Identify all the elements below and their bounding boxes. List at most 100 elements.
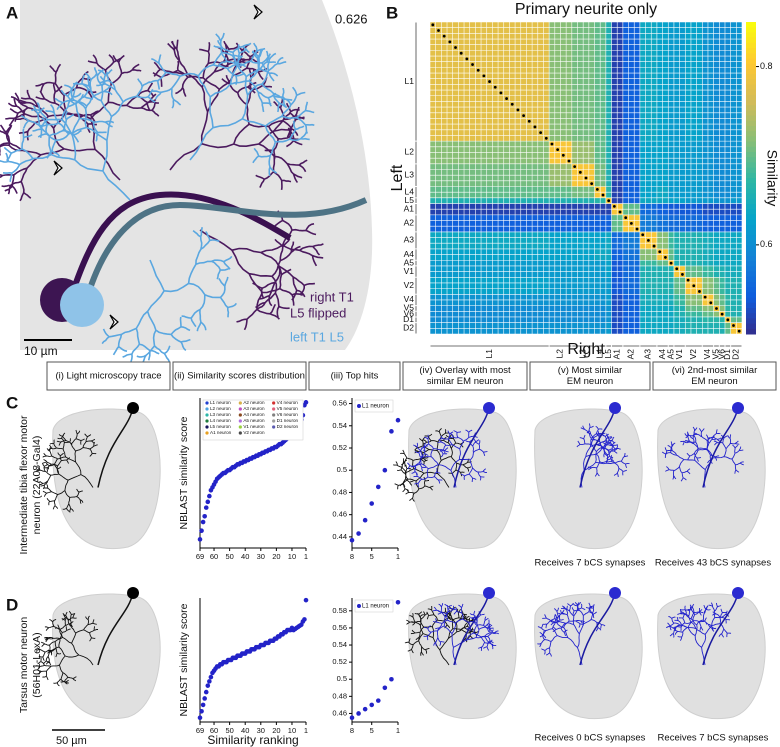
x-tick-label: 50 [225,726,233,735]
colorbar-segment [746,100,756,106]
diagonal-marker [459,51,463,55]
background-layer [0,4,766,720]
legend-label: L3 neuron [210,412,231,417]
colorbar-segment [746,178,756,184]
x-tick-label: 1 [396,726,400,735]
scale-bar-label: 10 µm [24,344,58,358]
soma [483,402,495,414]
y-tick-label: 0.54 [332,640,347,649]
heatmap-cell [622,277,640,295]
point [203,505,209,510]
y-tick-label: 0.56 [332,399,347,408]
heatmap-cell [668,311,674,317]
point [200,702,206,708]
heatmap-cell [622,316,640,323]
legend-marker [238,431,242,435]
chart-title: Primary neurite only [515,1,657,18]
diagonal-marker [431,23,435,27]
point [199,709,204,714]
x-group-label: V6 [716,349,726,360]
heatmap-cell [430,214,550,232]
row-label: Intermediate tibia flexor motor [18,415,30,554]
colorbar-segment [746,313,756,319]
diagonal-marker [686,278,690,282]
heatmap-cell [639,277,657,295]
tissue-outline [534,408,643,550]
legend-label: A5 neuron [243,418,265,423]
colorbar-segment [746,214,756,221]
heatmap-cell [685,305,703,312]
colorbar-segment [746,68,756,75]
heatmap-cell [668,214,674,232]
point [303,400,309,405]
column-header: (iii) Top hits [331,371,379,382]
arrowhead [253,4,263,20]
scale-bar-label: 50 µm [56,735,87,747]
diagonal-marker [448,40,452,44]
x-tick-label: 60 [210,552,218,561]
x-tick-label: 69 [196,552,204,561]
score: 0.626 [335,11,368,26]
diagonal-marker [635,227,639,231]
heatmap-cell [719,197,725,204]
legend-label: V2 neuron [243,430,265,435]
heatmap-cell [639,311,657,317]
colorbar-segment [746,308,756,314]
colorbar-segment [746,32,756,39]
point [202,696,207,701]
heatmap-cell [719,22,725,142]
y-tick-label: 0.5 [337,465,347,474]
diagonal-marker [533,125,537,129]
soma [60,283,104,327]
heatmap-cell [713,22,720,142]
diagonal-marker [601,193,605,197]
colorbar-segment [746,79,756,85]
neurite [665,602,732,666]
heatmap-cell [622,311,640,317]
legend-box [202,399,304,441]
soma [127,587,139,599]
y-axis-label: Left [389,164,406,191]
legend-marker [205,401,209,405]
heatmap-cell [430,305,550,312]
x-axis-label: Similarity ranking [207,733,298,747]
y-tick-label: 0.44 [332,532,347,541]
x-group-label: L3 [577,349,587,359]
diagonal-marker [732,324,735,327]
y-tick-label: 0.5 [337,674,347,683]
colorbar-segment [746,110,756,117]
y-group-label: V2 [404,280,415,290]
neurite [148,32,315,177]
legend-marker [357,404,361,408]
y-tick-label: 0.46 [332,510,347,519]
legend-label: D2 neuron [277,424,299,429]
column-header: (ii) Similarity scores distribution [174,371,305,382]
panel-letter: B [386,3,398,22]
legend-label: L1 neuron [362,404,389,410]
heatmap-cell [685,22,703,142]
header-box [46,361,171,391]
x-group-label: V4 [702,349,712,360]
heatmap-cell [719,214,725,232]
x-group-label: D2 [731,349,741,360]
legend-label: A3 neuron [243,406,265,411]
legend-marker [205,425,209,429]
x-tick-label: 1 [396,552,400,561]
point [395,417,401,423]
axon [82,197,368,306]
diagonal-marker [488,80,491,83]
point [375,484,381,490]
heatmap-cell [719,316,725,323]
legend-marker [272,407,276,411]
heatmap-cell [724,277,731,295]
colorbar-segment [746,22,756,28]
legend-marker [357,604,361,608]
diagonal-marker [584,176,588,180]
heatmap-cell [713,277,720,295]
heatmap-cell [724,231,731,249]
right-label: L5 flipped [290,305,346,320]
heatmap-cell [605,260,612,266]
point [302,617,307,622]
soma [732,402,744,414]
diagonal-marker [624,216,628,220]
